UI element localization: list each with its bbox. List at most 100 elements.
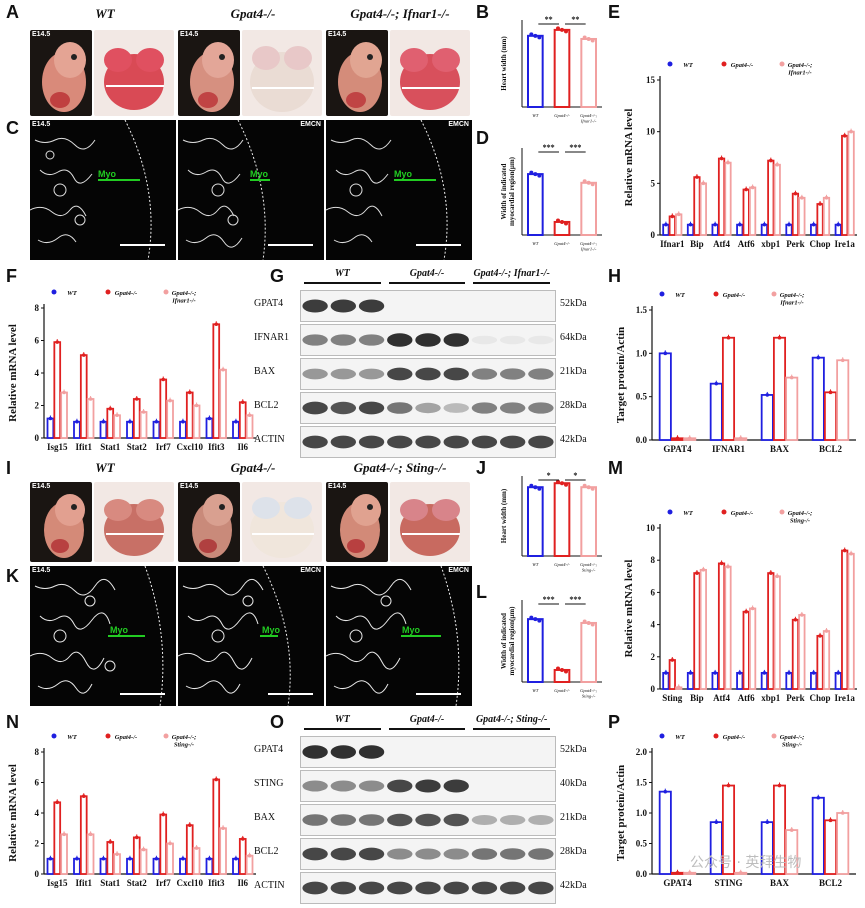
data-point (811, 671, 816, 675)
y-axis-label: myocardial region(μm) (508, 156, 516, 226)
data-point (81, 794, 86, 799)
legend-marker (105, 733, 111, 739)
x-tick-label: Gpat4-/- (554, 562, 570, 567)
data-point (187, 390, 192, 395)
data-point (586, 180, 591, 185)
x-tick-label: BCL2 (819, 878, 843, 888)
legend-label: WT (675, 292, 686, 299)
blot-band (415, 779, 441, 793)
blot-band (358, 881, 385, 895)
significance-mark: *** (569, 143, 581, 152)
blot-protein-label: BAX (254, 812, 276, 823)
western-blot-sting: WT Gpat4-/- Gpat4-/-; Sting-/- GPAT4 52kDa ST… (254, 714, 604, 904)
bar (717, 562, 726, 690)
stage-label: E14.5 (328, 483, 347, 490)
blot-protein-label: IFNAR1 (254, 332, 290, 343)
blot-band (499, 814, 526, 826)
data-point (789, 375, 794, 380)
emcn-micrograph-wt: E14.5 Myo (29, 119, 176, 261)
data-point (688, 222, 693, 227)
data-point (828, 390, 833, 395)
data-point (586, 620, 591, 625)
blot-band (499, 781, 526, 791)
bar (245, 414, 254, 439)
data-point (55, 800, 60, 805)
blot-band (443, 848, 469, 860)
data-point (737, 222, 742, 227)
data-point (816, 355, 821, 360)
bar (724, 565, 732, 690)
blot-kda-label: 28kDa (560, 846, 587, 857)
data-point (793, 191, 798, 196)
blot-strip (300, 770, 556, 802)
bar (822, 196, 831, 236)
x-tick-label: Ifit3 (208, 878, 225, 888)
data-point (560, 219, 564, 224)
bar (662, 671, 670, 690)
legend-marker (779, 509, 785, 515)
legend-marker (771, 291, 777, 297)
data-point (582, 619, 587, 624)
group-title-dko-top: Gpat4-/-; Ifnar1-/- (350, 6, 450, 21)
y-axis-label: myocardial region(μm) (508, 606, 516, 676)
x-tick-label: WT (532, 562, 539, 567)
blot-band (471, 848, 498, 860)
legend-label: Gpat4-/- (115, 734, 137, 741)
x-tick-label: Ire1a (835, 693, 856, 703)
data-point (214, 322, 219, 327)
data-point (849, 129, 853, 134)
emcn-label: EMCN (448, 121, 469, 128)
x-tick-label: Perk (786, 693, 805, 703)
blot-band (387, 435, 413, 449)
bar (79, 795, 88, 875)
bar (847, 552, 855, 690)
bar (212, 323, 221, 439)
legend-label: WT (675, 734, 686, 741)
x-tick-label: STING (714, 878, 742, 888)
bar (798, 614, 806, 690)
blot-band (358, 847, 385, 861)
watermark: 公众号 · 英拜生物 (690, 855, 802, 871)
blot-bands (302, 401, 554, 415)
x-tick-label: GPAT4 (663, 444, 692, 454)
legend-marker (51, 733, 57, 739)
y-tick-label: 2 (651, 652, 656, 662)
blot-band (302, 334, 328, 346)
bar (238, 401, 247, 439)
data-point (161, 812, 166, 817)
y-tick-label: 8 (651, 555, 656, 565)
legend-marker (163, 289, 169, 295)
bar (185, 391, 194, 439)
legend-label: Gpat4-/-; (780, 734, 805, 741)
data-point (81, 353, 86, 357)
bar (785, 671, 793, 690)
data-point (560, 667, 564, 672)
blot-band (415, 435, 441, 449)
bar (658, 790, 672, 875)
bar (736, 671, 744, 690)
panel-label-h: H (608, 266, 621, 286)
data-point (529, 615, 534, 620)
legend-marker (51, 289, 57, 295)
y-tick-label: 1.0 (636, 348, 648, 358)
emcn-micrograph-dko: EMCN Myo (325, 119, 472, 261)
data-point (738, 870, 743, 875)
panel-label-g: G (270, 266, 285, 286)
bar (709, 382, 723, 441)
heart-photo-wt (94, 30, 174, 116)
blot-bands (302, 435, 554, 449)
legend-label: Ifnar1-/- (171, 298, 195, 305)
blot-band (302, 745, 328, 759)
x-tick-label: Gpat4-/-; (580, 562, 597, 567)
panel-label-b: B (476, 2, 489, 22)
data-point (537, 618, 542, 623)
blot-kda-label: 42kDa (560, 880, 587, 891)
x-tick-label: Ifnar1 (660, 239, 685, 249)
blot-band (330, 368, 357, 380)
x-tick-label: Atf4 (713, 693, 730, 703)
x-tick-label: Atf6 (738, 239, 755, 249)
bar (139, 848, 148, 875)
heart-photo-dko-bottom (390, 482, 470, 562)
data-point (676, 212, 681, 217)
data-point (187, 823, 192, 827)
